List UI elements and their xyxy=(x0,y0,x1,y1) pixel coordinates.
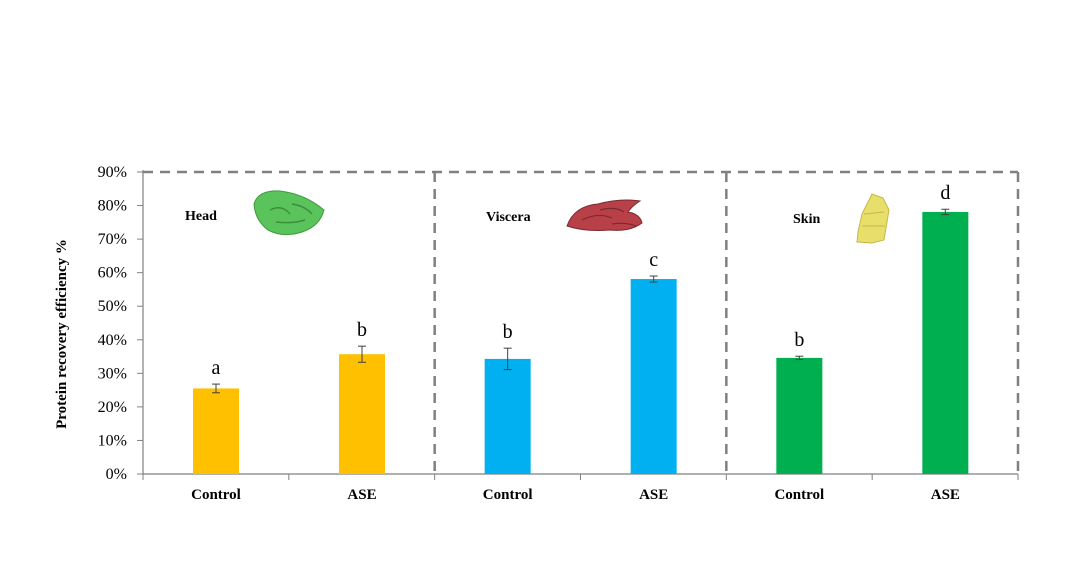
bar xyxy=(484,358,531,474)
group-label: Head xyxy=(185,209,217,224)
y-tick-label: 90% xyxy=(98,164,127,181)
group-dividers xyxy=(143,170,1020,474)
y-tick-label: 10% xyxy=(98,432,127,449)
x-category-label: Control xyxy=(191,487,241,503)
y-tick-label: 0% xyxy=(106,466,127,483)
significance-label: a xyxy=(212,357,221,379)
group-icons xyxy=(253,190,890,244)
y-axis-label: Protein recovery efficiency % xyxy=(54,239,70,429)
fish-skin-icon xyxy=(856,193,890,244)
x-category-label: Control xyxy=(774,487,824,503)
group-label: Viscera xyxy=(486,210,531,225)
y-tick-label: 30% xyxy=(98,365,127,382)
x-category-label: ASE xyxy=(639,487,668,503)
significance-label: b xyxy=(357,319,367,341)
bar xyxy=(630,279,677,474)
significance-label: d xyxy=(940,182,950,204)
significance-label: c xyxy=(649,249,658,271)
significance-label: b xyxy=(503,321,513,343)
axes: 0% 10% 20% 30% 40% 50% 60% 70% 80% 90% xyxy=(98,164,1019,483)
fish-skin-detail xyxy=(862,211,885,227)
y-tick-label: 50% xyxy=(98,298,127,315)
fish-skin-shape xyxy=(856,193,890,244)
y-tick-label: 40% xyxy=(98,332,127,349)
x-category-label: ASE xyxy=(347,487,376,503)
viscera-icon xyxy=(566,199,643,231)
bars xyxy=(193,208,969,475)
y-tick-label: 80% xyxy=(98,198,127,215)
y-tick-label: 60% xyxy=(98,265,127,282)
bar xyxy=(776,357,823,474)
bar xyxy=(193,388,239,474)
x-category-label: ASE xyxy=(931,487,960,503)
group-label: Skin xyxy=(793,212,820,227)
y-tick-label: 70% xyxy=(98,231,127,248)
bar xyxy=(339,354,385,474)
x-category-label: Control xyxy=(483,487,533,503)
viscera-detail xyxy=(581,207,637,227)
y-tick-label: 20% xyxy=(98,399,127,416)
fish-head-detail xyxy=(269,203,313,224)
fish-head-icon xyxy=(253,190,325,236)
significance-label: b xyxy=(794,329,804,351)
labels: a Control b ASE Head b Control c ASE Viscera b Cont… xyxy=(185,182,960,503)
bar xyxy=(922,211,969,475)
